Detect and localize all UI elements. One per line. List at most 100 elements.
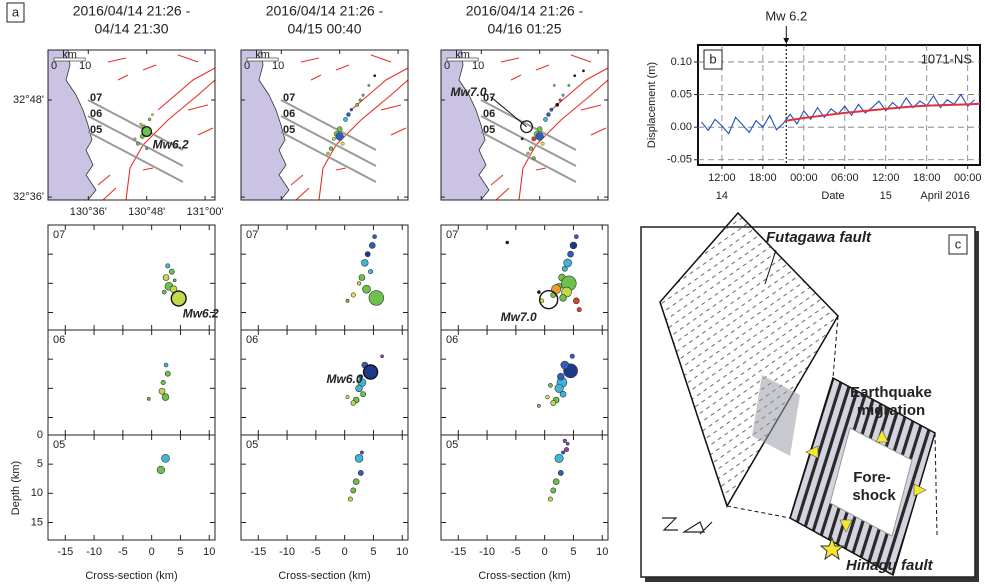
- x-tick-label: -10: [86, 546, 102, 558]
- x-tick-label: 12:00: [872, 172, 900, 184]
- epicenter: [358, 98, 362, 102]
- x-tick-label: -15: [57, 546, 73, 558]
- profile-label: 05: [283, 124, 295, 136]
- fault: [157, 67, 215, 111]
- profile-label: 07: [283, 92, 295, 104]
- profile-line: [480, 115, 577, 167]
- column-title: 04/14 21:30: [95, 21, 169, 37]
- x-tick-label: -5: [311, 546, 321, 558]
- migration-label: migration: [857, 402, 925, 419]
- epicenter: [367, 84, 371, 87]
- x-tick-label: 0: [542, 546, 548, 558]
- x-tick-label: 5: [370, 546, 376, 558]
- scale-tick: 10: [472, 60, 484, 72]
- epicenter: [555, 102, 560, 107]
- mainshock-label: Mw6.2: [183, 307, 219, 321]
- date-label: 14: [716, 190, 728, 202]
- section-frame: [47, 224, 216, 331]
- epicenter: [343, 117, 348, 122]
- profile-label: 06: [53, 334, 65, 346]
- epicenter: [531, 156, 536, 161]
- epicenter: [573, 74, 577, 78]
- profile-label: 05: [90, 124, 102, 136]
- x-tick-label: -5: [118, 546, 128, 558]
- epicenter: [536, 126, 543, 132]
- y-axis-label: Depth (km): [10, 461, 22, 515]
- x-tick-label: -15: [250, 546, 266, 558]
- hypocenter: [576, 307, 582, 313]
- x-tick-label: -10: [479, 546, 495, 558]
- hypocenter: [158, 387, 166, 395]
- epicenter: [331, 136, 336, 141]
- profile-line: [87, 99, 184, 151]
- stripe: [805, 390, 859, 552]
- hypocenter: [545, 394, 550, 400]
- hypocenter: [557, 372, 565, 381]
- date-label: 15: [880, 190, 892, 202]
- profile-line: [280, 99, 377, 151]
- scale-unit: km: [62, 49, 77, 61]
- hypocenter: [569, 241, 578, 250]
- profile-label: 05: [483, 124, 495, 136]
- hypocenter: [573, 297, 580, 305]
- epicenter: [567, 84, 571, 87]
- fault: [535, 167, 547, 171]
- epicenter: [336, 126, 343, 132]
- hypocenter: [505, 240, 510, 245]
- hypocenter: [162, 274, 170, 281]
- hypocenter: [548, 383, 553, 388]
- epicenter: [349, 108, 353, 112]
- epicenter: [328, 146, 334, 151]
- x-tick-label: 00:00: [790, 172, 818, 184]
- mainshock-label: Mw7.0: [501, 310, 537, 324]
- x-tick-label: 10: [596, 546, 608, 558]
- foreshock-label: shock: [852, 487, 896, 504]
- x-tick-label: 06:00: [831, 172, 859, 184]
- fault: [187, 104, 209, 111]
- fault: [570, 54, 592, 63]
- scale-tick: 10: [79, 60, 91, 72]
- fault: [535, 64, 550, 71]
- epicenter: [340, 141, 345, 146]
- x-tick-label: 0: [342, 546, 348, 558]
- epicenter: [151, 113, 154, 116]
- section-frame: [240, 434, 409, 541]
- mainshock-label: Mw6.2: [153, 138, 189, 152]
- profile-label: 06: [446, 334, 458, 346]
- hypocenter: [361, 259, 369, 267]
- epicenter: [136, 141, 140, 146]
- panel-label-box: [703, 49, 723, 70]
- epicenter: [549, 107, 554, 112]
- epicenter: [561, 93, 565, 97]
- hypocenter: [561, 265, 568, 272]
- y-tick-label: 10: [31, 487, 43, 499]
- hypocenter: [165, 263, 171, 269]
- y-tick-label: -0.05: [667, 154, 692, 166]
- section-frame: [240, 224, 409, 331]
- hypocenter: [380, 354, 384, 359]
- fault: [197, 127, 214, 136]
- arrow: [913, 483, 927, 497]
- hypocenter: [560, 360, 570, 370]
- scale-tick: 10: [272, 60, 284, 72]
- x-axis-label: Date: [821, 190, 844, 202]
- y-tick-label: 32°48': [13, 94, 44, 106]
- fault: [370, 54, 392, 63]
- mainshock-label: Mw7.0: [451, 85, 487, 99]
- scale-tick: 0: [51, 60, 57, 72]
- hypocenter: [172, 278, 177, 283]
- profile-label: 07: [53, 229, 65, 241]
- column-title: 04/15 00:40: [288, 21, 362, 37]
- fault: [590, 127, 607, 136]
- arrow: [839, 519, 853, 533]
- epicenter: [133, 137, 137, 141]
- profile-line: [280, 115, 377, 167]
- x-tick-label: -10: [279, 546, 295, 558]
- fault: [518, 79, 608, 200]
- fault: [510, 74, 522, 81]
- hypocenter: [552, 478, 560, 485]
- fault: [335, 64, 350, 71]
- hypocenter: [347, 496, 353, 502]
- map-frame: [440, 49, 609, 201]
- fault: [125, 79, 215, 200]
